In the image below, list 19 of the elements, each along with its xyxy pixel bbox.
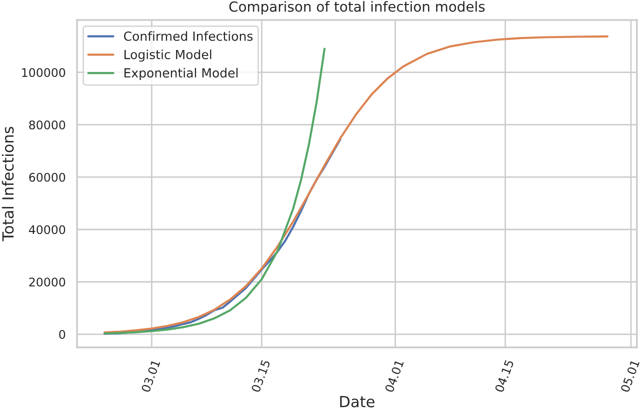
y-tick-label: 40000 <box>28 225 66 234</box>
legend-label: Logistic Model <box>124 50 212 62</box>
legend-label: Confirmed Infections <box>124 31 253 41</box>
y-tick-label: 60000 <box>29 172 66 182</box>
legend-label: Exponential Model <box>124 68 238 80</box>
chart-title: Comparison of total infection models <box>229 1 485 15</box>
x-tick-label: 03.15 <box>251 360 270 393</box>
y-tick-label: 20000 <box>29 278 66 287</box>
x-tick-label: 03.01 <box>140 360 160 393</box>
line-series <box>103 48 326 335</box>
y-tick-label: 0 <box>59 330 66 339</box>
x-tick-label: 04.01 <box>384 360 404 393</box>
y-tick-label: 80000 <box>29 120 66 130</box>
y-axis-title: Total Infections <box>2 126 14 242</box>
y-tick-label: 100000 <box>22 68 66 78</box>
line-series <box>103 138 342 335</box>
x-tick-label: 04.15 <box>494 360 514 393</box>
x-axis-title: Date <box>340 396 374 408</box>
x-tick-label: 05.01 <box>620 360 640 393</box>
